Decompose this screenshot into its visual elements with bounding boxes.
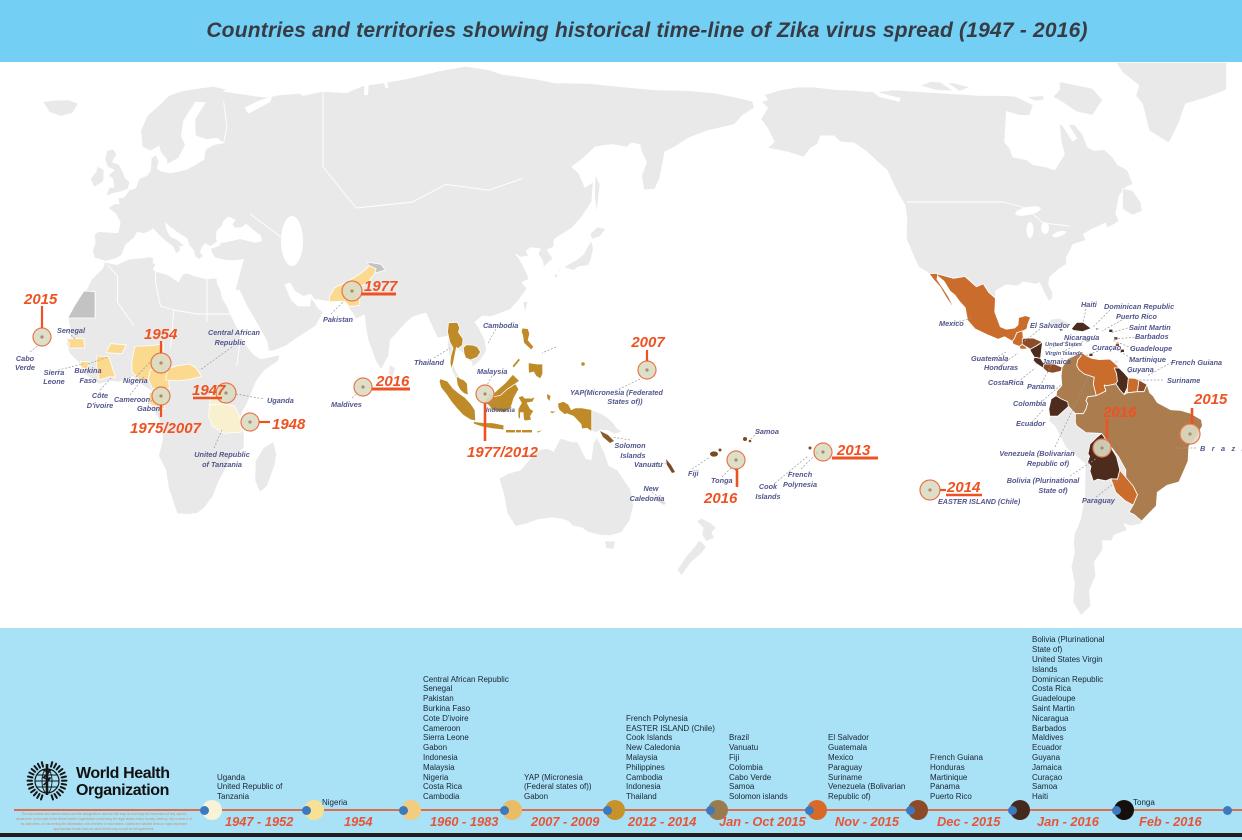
svg-text:1975/2007: 1975/2007	[130, 420, 202, 437]
svg-text:Polynesia: Polynesia	[783, 480, 817, 489]
svg-text:Cameroon: Cameroon	[114, 395, 151, 404]
svg-text:Cambodia: Cambodia	[483, 321, 518, 330]
svg-text:Faso: Faso	[79, 376, 97, 385]
svg-text:Nigeria: Nigeria	[123, 376, 148, 385]
svg-text:2013: 2013	[836, 442, 871, 459]
svg-text:Republic of): Republic of)	[1027, 459, 1070, 468]
svg-text:Saint Martin: Saint Martin	[1129, 323, 1171, 332]
svg-text:Islands: Islands	[620, 451, 645, 460]
svg-text:Nicaragua: Nicaragua	[1064, 333, 1099, 342]
svg-text:Puerto Rico: Puerto Rico	[1116, 312, 1157, 321]
svg-text:Haiti: Haiti	[1081, 300, 1098, 309]
svg-text:States of)): States of))	[607, 397, 643, 406]
svg-text:Leone: Leone	[43, 377, 65, 386]
svg-text:Jamaica: Jamaica	[1042, 357, 1071, 366]
svg-text:Senegal: Senegal	[57, 326, 86, 335]
svg-text:United States: United States	[1045, 342, 1083, 348]
svg-text:Panama: Panama	[1027, 382, 1055, 391]
svg-text:Pakistan: Pakistan	[323, 315, 354, 324]
svg-text:Fiji: Fiji	[688, 469, 700, 478]
svg-text:French Guiana: French Guiana	[1171, 358, 1222, 367]
svg-text:Uganda: Uganda	[267, 396, 294, 405]
svg-text:El Salvador: El Salvador	[1030, 321, 1071, 330]
svg-text:World Health: World Health	[76, 765, 170, 782]
svg-text:Malaysia: Malaysia	[477, 367, 507, 376]
svg-text:Curaçao: Curaçao	[1092, 343, 1122, 352]
svg-text:Republic: Republic	[215, 338, 246, 347]
svg-text:Central African: Central African	[208, 328, 261, 337]
svg-text:Cook: Cook	[759, 482, 778, 491]
svg-text:French: French	[788, 470, 813, 479]
svg-text:Colombia: Colombia	[1013, 399, 1046, 408]
svg-text:Cabo: Cabo	[16, 354, 35, 363]
svg-text:Ecuador: Ecuador	[1016, 419, 1046, 428]
svg-text:Islands: Islands	[755, 492, 780, 501]
svg-text:1947: 1947	[192, 382, 226, 399]
svg-text:Paraguay: Paraguay	[1082, 496, 1116, 505]
svg-text:2015: 2015	[1193, 391, 1228, 408]
svg-text:Côte: Côte	[92, 391, 108, 400]
svg-text:B r a z i l: B r a z i l	[1200, 444, 1242, 453]
svg-text:Venezuela (Bolivarian: Venezuela (Bolivarian	[999, 449, 1075, 458]
svg-text:Guyana: Guyana	[1127, 365, 1154, 374]
svg-text:Thailand: Thailand	[414, 358, 445, 367]
svg-text:Guadeloupe: Guadeloupe	[1130, 344, 1172, 353]
svg-text:Suriname: Suriname	[1167, 376, 1200, 385]
svg-text:Gabon: Gabon	[137, 404, 161, 413]
svg-text:Guatemala: Guatemala	[971, 354, 1008, 363]
svg-text:Martinique: Martinique	[1129, 355, 1166, 364]
svg-text:of Tanzania: of Tanzania	[202, 460, 242, 469]
svg-text:2016: 2016	[703, 490, 738, 507]
svg-text:1977/2012: 1977/2012	[467, 444, 539, 461]
svg-text:Burkina: Burkina	[74, 366, 101, 375]
svg-text:2016: 2016	[1102, 404, 1137, 421]
svg-text:2014: 2014	[946, 479, 981, 496]
svg-text:Indonesia: Indonesia	[486, 407, 515, 414]
svg-text:EASTER ISLAND (Chile): EASTER ISLAND (Chile)	[938, 497, 1021, 506]
svg-text:2007: 2007	[630, 334, 665, 351]
svg-text:Caledonia: Caledonia	[630, 494, 665, 503]
svg-text:Mexico: Mexico	[939, 319, 964, 328]
svg-text:United Republic: United Republic	[194, 450, 250, 459]
svg-text:Bolivia (Plurinational: Bolivia (Plurinational	[1007, 476, 1081, 485]
svg-text:Verde: Verde	[15, 363, 35, 372]
svg-text:Honduras: Honduras	[984, 363, 1018, 372]
svg-text:D'ivoire: D'ivoire	[87, 401, 113, 410]
svg-text:1977: 1977	[364, 278, 398, 295]
svg-text:YAP(Micronesia (Federated: YAP(Micronesia (Federated	[570, 388, 664, 397]
svg-text:Barbados: Barbados	[1135, 332, 1169, 341]
svg-text:1954: 1954	[144, 326, 178, 343]
svg-text:Tonga: Tonga	[711, 476, 733, 485]
svg-text:Maldives: Maldives	[331, 400, 362, 409]
svg-text:New: New	[643, 484, 659, 493]
svg-text:Samoa: Samoa	[755, 427, 779, 436]
svg-text:2016: 2016	[375, 373, 410, 390]
svg-text:Solomon: Solomon	[614, 441, 646, 450]
svg-text:Virgin Islands: Virgin Islands	[1045, 351, 1084, 357]
svg-text:CostaRica: CostaRica	[988, 378, 1024, 387]
svg-text:Vanuatu: Vanuatu	[634, 460, 663, 469]
svg-text:1948: 1948	[272, 416, 306, 433]
svg-text:Dominican Republic: Dominican Republic	[1104, 302, 1174, 311]
svg-text:Organization: Organization	[76, 782, 169, 799]
svg-text:Sierra: Sierra	[44, 368, 65, 377]
svg-text:State of): State of)	[1038, 486, 1068, 495]
svg-text:2015: 2015	[23, 291, 58, 308]
